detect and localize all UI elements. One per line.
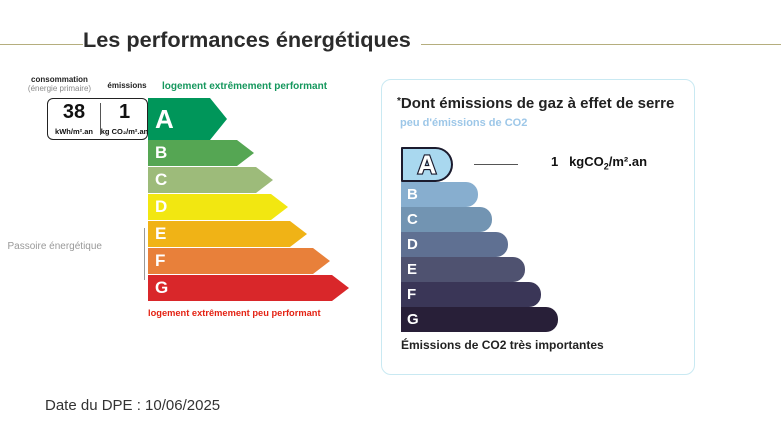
svg-text:A: A xyxy=(418,152,437,178)
